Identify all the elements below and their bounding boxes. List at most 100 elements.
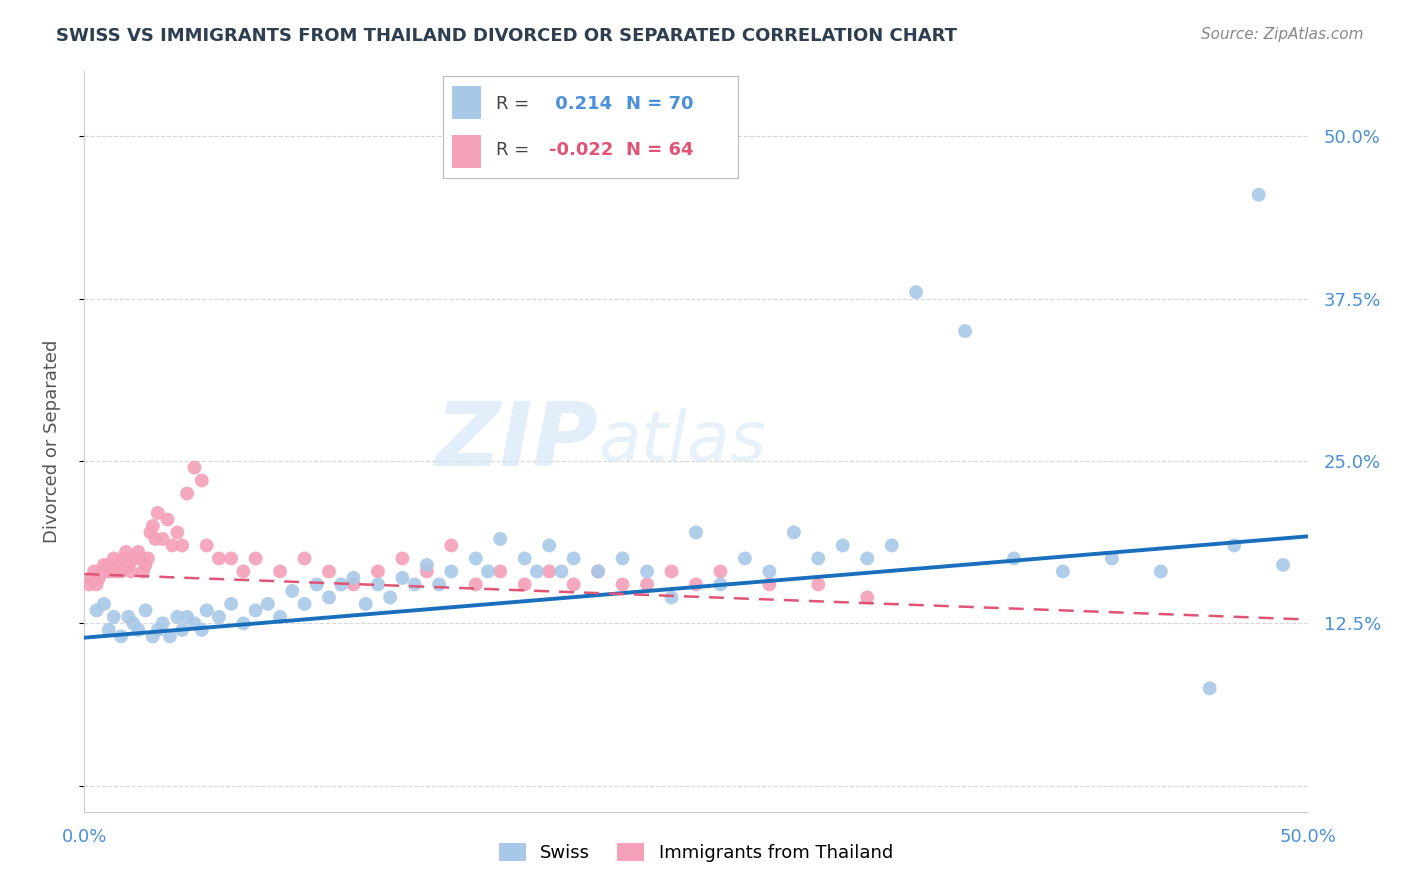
Point: [162, 538, 184, 552]
Point: [550, 565, 572, 579]
Text: -0.022: -0.022: [550, 141, 613, 159]
Point: [636, 577, 658, 591]
Point: [127, 545, 149, 559]
Y-axis label: Divorced or Separated: Divorced or Separated: [42, 340, 60, 543]
Point: [489, 565, 512, 579]
Point: [139, 525, 162, 540]
Point: [1052, 565, 1074, 579]
Point: [562, 577, 585, 591]
Point: [219, 551, 242, 566]
Point: [1101, 551, 1123, 566]
Point: [856, 551, 879, 566]
Point: [831, 538, 853, 552]
Point: [269, 610, 291, 624]
Point: [97, 623, 120, 637]
Point: [709, 577, 731, 591]
Point: [166, 525, 188, 540]
Point: [245, 603, 267, 617]
Point: [117, 610, 139, 624]
Point: [612, 551, 634, 566]
Point: [132, 565, 155, 579]
Text: N = 70: N = 70: [626, 95, 693, 112]
Point: [120, 565, 142, 579]
Point: [156, 512, 179, 526]
Point: [115, 545, 138, 559]
Point: [195, 603, 218, 617]
Point: [208, 610, 231, 624]
Point: [245, 551, 267, 566]
Point: [103, 610, 125, 624]
Point: [1002, 551, 1025, 566]
Point: [86, 577, 108, 591]
Point: [117, 558, 139, 572]
Point: [146, 506, 169, 520]
Point: [1150, 565, 1173, 579]
Point: [318, 591, 340, 605]
Point: [391, 551, 413, 566]
Point: [135, 603, 157, 617]
Text: Source: ZipAtlas.com: Source: ZipAtlas.com: [1201, 27, 1364, 42]
Point: [758, 577, 780, 591]
Point: [107, 558, 129, 572]
Point: [477, 565, 499, 579]
Point: [807, 577, 830, 591]
Point: [93, 558, 115, 572]
Point: [354, 597, 377, 611]
Point: [183, 460, 205, 475]
Point: [112, 551, 135, 566]
Text: N = 64: N = 64: [626, 141, 693, 159]
Point: [1198, 681, 1220, 696]
Point: [146, 623, 169, 637]
Point: [1223, 538, 1246, 552]
Point: [685, 525, 707, 540]
Point: [404, 577, 426, 591]
Point: [685, 577, 707, 591]
Text: 0.214: 0.214: [550, 95, 612, 112]
Point: [709, 565, 731, 579]
Point: [489, 532, 512, 546]
Point: [143, 532, 166, 546]
Point: [294, 597, 316, 611]
Text: ZIP: ZIP: [436, 398, 598, 485]
Point: [416, 565, 439, 579]
Point: [87, 571, 110, 585]
Point: [513, 551, 536, 566]
Point: [129, 551, 152, 566]
Point: [281, 583, 304, 598]
Point: [330, 577, 353, 591]
Text: SWISS VS IMMIGRANTS FROM THAILAND DIVORCED OR SEPARATED CORRELATION CHART: SWISS VS IMMIGRANTS FROM THAILAND DIVORC…: [56, 27, 957, 45]
Point: [294, 551, 316, 566]
Point: [152, 616, 174, 631]
Point: [538, 565, 561, 579]
Point: [1272, 558, 1295, 572]
Point: [176, 610, 198, 624]
Point: [232, 565, 254, 579]
Point: [342, 571, 364, 585]
Point: [953, 324, 976, 338]
Point: [464, 577, 486, 591]
Point: [636, 565, 658, 579]
Point: [152, 532, 174, 546]
Point: [427, 577, 450, 591]
Point: [1247, 187, 1270, 202]
Point: [905, 285, 928, 300]
Point: [90, 565, 112, 579]
Point: [142, 519, 165, 533]
Point: [612, 577, 634, 591]
Point: [661, 565, 683, 579]
Point: [758, 565, 780, 579]
Point: [526, 565, 548, 579]
Point: [172, 623, 194, 637]
Point: [562, 551, 585, 566]
Point: [125, 551, 148, 566]
Point: [586, 565, 609, 579]
Point: [380, 591, 402, 605]
Point: [122, 616, 145, 631]
Point: [172, 538, 194, 552]
Point: [83, 565, 105, 579]
Point: [191, 623, 214, 637]
Point: [166, 610, 188, 624]
Point: [807, 551, 830, 566]
Point: [105, 565, 128, 579]
Point: [93, 597, 115, 611]
